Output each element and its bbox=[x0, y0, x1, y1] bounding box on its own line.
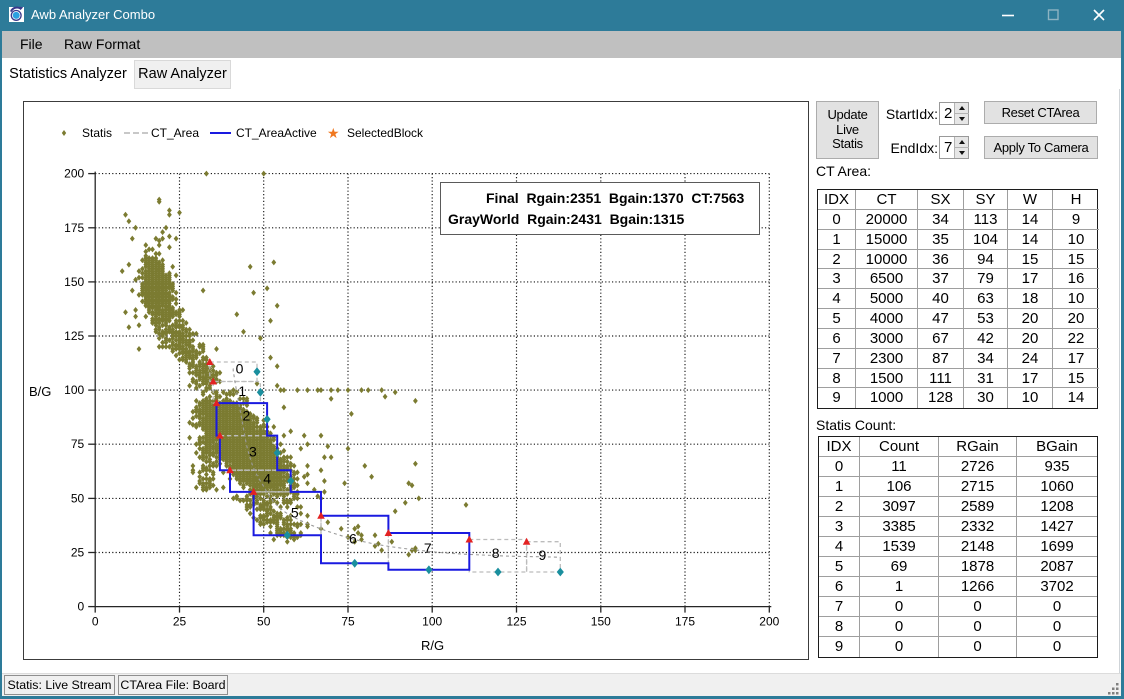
svg-text:4: 4 bbox=[263, 470, 271, 486]
svg-text:175: 175 bbox=[675, 615, 695, 629]
svg-text:200: 200 bbox=[759, 615, 779, 629]
svg-text:0: 0 bbox=[236, 361, 244, 377]
svg-text:200: 200 bbox=[64, 167, 84, 181]
svg-text:175: 175 bbox=[64, 221, 84, 235]
svg-text:9: 9 bbox=[539, 547, 547, 563]
svg-text:50: 50 bbox=[257, 615, 271, 629]
svg-text:100: 100 bbox=[64, 383, 84, 397]
svg-text:0: 0 bbox=[92, 615, 99, 629]
svg-text:R/G: R/G bbox=[421, 638, 444, 653]
svg-text:125: 125 bbox=[64, 329, 84, 343]
svg-text:150: 150 bbox=[591, 615, 611, 629]
svg-text:B/G: B/G bbox=[29, 384, 51, 399]
svg-text:100: 100 bbox=[422, 615, 442, 629]
svg-text:50: 50 bbox=[71, 491, 85, 505]
svg-text:75: 75 bbox=[341, 615, 355, 629]
svg-text:2: 2 bbox=[243, 408, 251, 424]
svg-text:3: 3 bbox=[249, 443, 257, 459]
svg-text:6: 6 bbox=[349, 531, 357, 547]
svg-text:150: 150 bbox=[64, 275, 84, 289]
svg-text:SelectedBlock: SelectedBlock bbox=[347, 126, 424, 140]
svg-text:25: 25 bbox=[71, 546, 85, 560]
svg-text:5: 5 bbox=[291, 505, 299, 521]
svg-text:7: 7 bbox=[424, 540, 432, 556]
svg-text:Statis: Statis bbox=[82, 126, 112, 140]
svg-text:8: 8 bbox=[492, 545, 500, 561]
svg-text:CT_AreaActive: CT_AreaActive bbox=[236, 126, 317, 140]
svg-text:0: 0 bbox=[78, 600, 85, 614]
svg-text:★: ★ bbox=[327, 125, 340, 141]
svg-text:1: 1 bbox=[238, 383, 246, 399]
svg-text:125: 125 bbox=[506, 615, 526, 629]
svg-text:75: 75 bbox=[71, 437, 85, 451]
svg-text:25: 25 bbox=[173, 615, 187, 629]
svg-text:CT_Area: CT_Area bbox=[151, 126, 199, 140]
